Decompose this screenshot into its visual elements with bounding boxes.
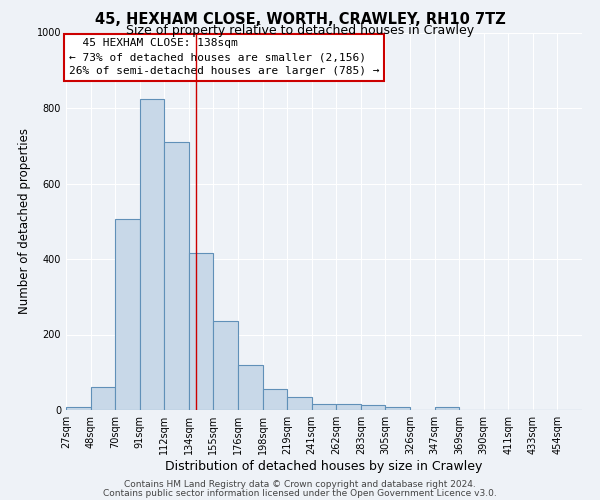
- Bar: [189, 254, 214, 410]
- Text: 45, HEXHAM CLOSE, WORTH, CRAWLEY, RH10 7TZ: 45, HEXHAM CLOSE, WORTH, CRAWLEY, RH10 7…: [95, 12, 505, 28]
- Bar: [115, 220, 140, 410]
- Bar: [214, 322, 238, 410]
- Text: Contains HM Land Registry data © Crown copyright and database right 2024.: Contains HM Land Registry data © Crown c…: [124, 480, 476, 489]
- Y-axis label: Number of detached properties: Number of detached properties: [18, 128, 31, 314]
- Bar: [336, 404, 361, 410]
- Text: Contains public sector information licensed under the Open Government Licence v3: Contains public sector information licen…: [103, 488, 497, 498]
- Bar: [361, 406, 385, 410]
- Bar: [140, 98, 164, 410]
- Bar: [263, 389, 287, 410]
- X-axis label: Distribution of detached houses by size in Crawley: Distribution of detached houses by size …: [166, 460, 482, 473]
- Bar: [385, 407, 410, 410]
- Bar: [434, 407, 459, 410]
- Text: Size of property relative to detached houses in Crawley: Size of property relative to detached ho…: [126, 24, 474, 37]
- Text: 45 HEXHAM CLOSE: 138sqm
← 73% of detached houses are smaller (2,156)
26% of semi: 45 HEXHAM CLOSE: 138sqm ← 73% of detache…: [68, 38, 379, 76]
- Bar: [312, 404, 336, 410]
- Bar: [238, 364, 263, 410]
- Bar: [164, 142, 189, 410]
- Bar: [287, 397, 312, 410]
- Bar: [66, 407, 91, 410]
- Bar: [91, 388, 115, 410]
